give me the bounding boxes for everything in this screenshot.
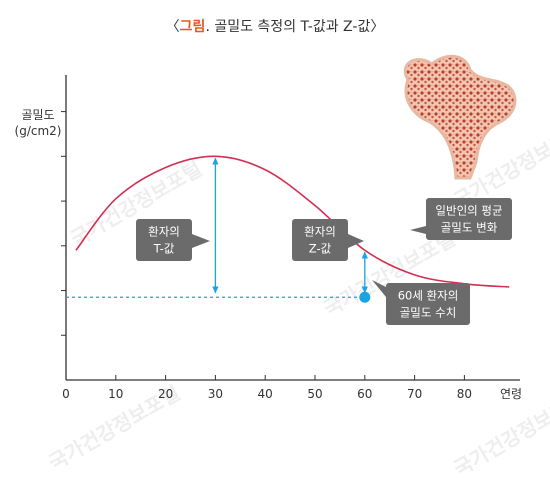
x-tick-label: 40 — [258, 387, 273, 401]
z-value-callout-text: 환자의 Z-값 — [304, 225, 336, 256]
x-tick-label: 10 — [108, 387, 123, 401]
reference-line-group — [66, 291, 371, 303]
curve-layer — [75, 155, 510, 288]
average-curve-callout: 일반인의 평균 골밀도 변화 — [410, 198, 512, 240]
patient-point-callout-text: 60세 환자의 골밀도 수치 — [398, 289, 459, 320]
femur-illustration — [404, 54, 517, 180]
callouts-layer: 환자의 T-값 환자의 Z-값 일반인의 평균 골밀도 변화 60세 환자의 골밀도 수치 — [136, 198, 512, 325]
patient-point — [359, 291, 371, 303]
x-tick-label: 70 — [407, 387, 422, 401]
title-close-bracket: 〉 — [370, 19, 385, 35]
patient-point-callout-pointer — [372, 280, 386, 297]
bone-density-chart: 0 10 20 30 40 50 60 70 80 연령 골밀도 (g/cm2) 환자의 T-값 환자의 Z… — [15, 54, 522, 401]
y-axis-label: 골밀도 (g/cm2) — [15, 108, 62, 138]
figure-title: 〈그림. 골밀도 측정의 T-값과 Z-값〉 — [0, 16, 550, 36]
z-value-callout: 환자의 Z-값 — [292, 219, 364, 261]
patient-point-callout: 60세 환자의 골밀도 수치 — [372, 280, 470, 325]
x-tick-label: 0 — [62, 387, 70, 401]
title-rest: . 골밀도 측정의 T-값과 Z-값 — [205, 19, 371, 35]
z-value-callout-pointer — [348, 234, 364, 248]
series-line-average-bone-density — [75, 155, 510, 288]
x-axis-label: 연령 — [500, 387, 522, 401]
x-tick-label: 60 — [357, 387, 372, 401]
arrows-layer — [212, 157, 368, 294]
average-curve-callout-text: 일반인의 평균 골밀도 변화 — [435, 204, 502, 235]
x-tick-label: 80 — [457, 387, 472, 401]
z-value-callout-box — [292, 219, 348, 261]
t-value-callout-text: 환자의 T-값 — [148, 225, 180, 256]
t-value-callout-box — [136, 219, 192, 261]
t-value-callout-pointer — [192, 234, 210, 248]
x-tick-label: 30 — [208, 387, 223, 401]
average-curve-callout-box — [426, 198, 512, 240]
x-tick-label: 50 — [307, 387, 322, 401]
patient-point-callout-box — [386, 283, 470, 325]
x-tick-label: 20 — [158, 387, 173, 401]
title-open-bracket: 〈 — [165, 19, 180, 35]
average-curve-callout-pointer — [410, 226, 426, 234]
t-value-callout: 환자의 T-값 — [136, 219, 210, 261]
title-accent: 그림 — [179, 19, 206, 35]
axes: 0 10 20 30 40 50 60 70 80 연령 골밀도 (g/cm2) — [15, 75, 522, 401]
